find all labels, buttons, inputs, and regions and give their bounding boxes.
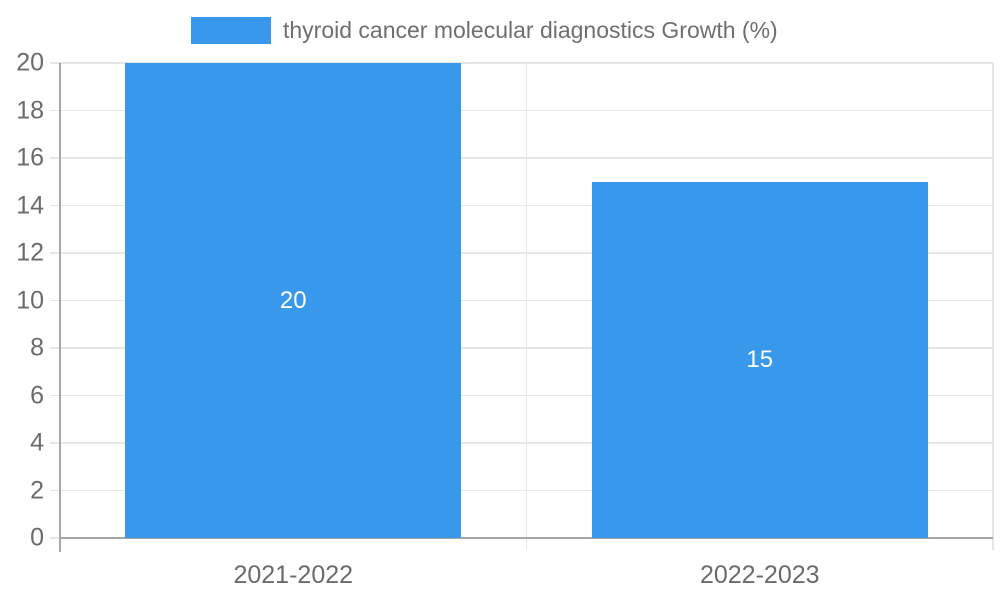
gridline-x-boundary-1: [525, 63, 528, 550]
gridline-y-6: [50, 394, 993, 397]
bar-2022-2023[interactable]: 15: [591, 181, 928, 538]
gridline-y-14: [50, 204, 993, 207]
legend-label: thyroid cancer molecular diagnostics Gro…: [283, 16, 778, 43]
y-tick-label: 18: [16, 96, 44, 124]
y-tick-label: 2: [30, 476, 44, 504]
bar-2021-2022[interactable]: 20: [125, 63, 462, 538]
x-category-label: 2021-2022: [233, 561, 354, 589]
x-category-label: 2022-2023: [699, 561, 820, 589]
gridline-y-20: [50, 62, 993, 64]
gridline-y-8: [50, 347, 993, 349]
y-tick-label: 0: [30, 523, 44, 552]
y-tick-label: 8: [30, 333, 44, 362]
plot-area: 0 2 4 6 8 10 12 14 16 18 20 20 2021-2022 15 2022-2023: [16, 49, 994, 589]
gridline-y-4: [50, 442, 993, 444]
gridline-y-18: [50, 109, 993, 112]
y-tick-label: 4: [30, 428, 44, 457]
gridline-y-12: [50, 252, 993, 254]
bar-value-label: 15: [746, 345, 774, 373]
y-tick-label: 20: [16, 48, 44, 77]
y-tick-label: 12: [16, 238, 44, 267]
legend-swatch-icon: [191, 16, 271, 44]
legend[interactable]: thyroid cancer molecular diagnostics Gro…: [191, 16, 778, 44]
y-tick-label: 6: [30, 381, 44, 409]
gridline-y-16: [50, 157, 993, 159]
gridline-y-2: [50, 489, 993, 492]
y-tick-label: 10: [16, 286, 44, 314]
y-tick-label: 16: [16, 143, 44, 172]
y-tick-label: 14: [16, 191, 44, 219]
bar-value-label: 20: [279, 286, 307, 314]
x-axis-baseline: [60, 537, 993, 539]
gridline-x-boundary-2: [992, 63, 994, 550]
gridline-y-10: [50, 299, 993, 302]
y-axis-line: [59, 63, 61, 552]
